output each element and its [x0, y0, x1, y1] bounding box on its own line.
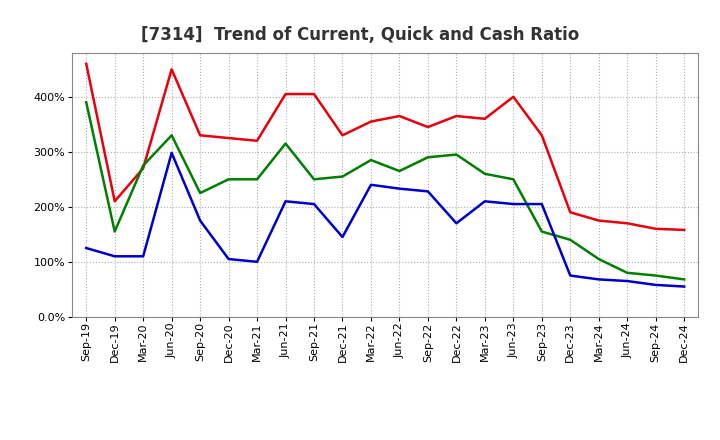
Current Ratio [110, 198, 119, 204]
Quick Ratio [680, 277, 688, 282]
Current Ratio [167, 66, 176, 72]
Cash Ratio [139, 253, 148, 259]
Current Ratio [509, 94, 518, 99]
Cash Ratio [680, 284, 688, 289]
Cash Ratio [652, 282, 660, 288]
Quick Ratio [395, 169, 404, 174]
Current Ratio [282, 92, 290, 97]
Quick Ratio [452, 152, 461, 157]
Line: Current Ratio: Current Ratio [86, 64, 684, 230]
Quick Ratio [480, 171, 489, 176]
Quick Ratio [196, 191, 204, 196]
Cash Ratio [366, 182, 375, 187]
Quick Ratio [652, 273, 660, 278]
Current Ratio [680, 227, 688, 232]
Quick Ratio [338, 174, 347, 179]
Quick Ratio [110, 229, 119, 234]
Cash Ratio [310, 202, 318, 207]
Quick Ratio [167, 132, 176, 138]
Current Ratio [395, 114, 404, 119]
Cash Ratio [253, 259, 261, 264]
Current Ratio [480, 116, 489, 121]
Current Ratio [82, 61, 91, 66]
Quick Ratio [282, 141, 290, 146]
Cash Ratio [395, 186, 404, 191]
Line: Quick Ratio: Quick Ratio [86, 102, 684, 279]
Text: [7314]  Trend of Current, Quick and Cash Ratio: [7314] Trend of Current, Quick and Cash … [141, 26, 579, 44]
Cash Ratio [196, 218, 204, 223]
Current Ratio [595, 218, 603, 223]
Quick Ratio [310, 176, 318, 182]
Cash Ratio [282, 198, 290, 204]
Quick Ratio [595, 257, 603, 262]
Quick Ratio [623, 270, 631, 275]
Line: Cash Ratio: Cash Ratio [86, 153, 684, 286]
Cash Ratio [167, 150, 176, 156]
Quick Ratio [253, 176, 261, 182]
Cash Ratio [225, 257, 233, 262]
Cash Ratio [537, 202, 546, 207]
Quick Ratio [423, 154, 432, 160]
Cash Ratio [480, 198, 489, 204]
Current Ratio [139, 165, 148, 171]
Current Ratio [537, 132, 546, 138]
Cash Ratio [82, 246, 91, 251]
Current Ratio [338, 132, 347, 138]
Cash Ratio [566, 273, 575, 278]
Current Ratio [452, 114, 461, 119]
Cash Ratio [452, 220, 461, 226]
Quick Ratio [537, 229, 546, 234]
Current Ratio [652, 226, 660, 231]
Cash Ratio [509, 202, 518, 207]
Current Ratio [623, 220, 631, 226]
Quick Ratio [139, 163, 148, 168]
Quick Ratio [509, 176, 518, 182]
Cash Ratio [595, 277, 603, 282]
Current Ratio [225, 136, 233, 141]
Current Ratio [423, 125, 432, 130]
Quick Ratio [82, 99, 91, 105]
Current Ratio [253, 138, 261, 143]
Cash Ratio [338, 235, 347, 240]
Quick Ratio [566, 237, 575, 242]
Current Ratio [196, 132, 204, 138]
Quick Ratio [225, 176, 233, 182]
Current Ratio [366, 119, 375, 124]
Current Ratio [566, 209, 575, 215]
Cash Ratio [423, 189, 432, 194]
Cash Ratio [110, 253, 119, 259]
Current Ratio [310, 92, 318, 97]
Quick Ratio [366, 158, 375, 163]
Cash Ratio [623, 279, 631, 284]
